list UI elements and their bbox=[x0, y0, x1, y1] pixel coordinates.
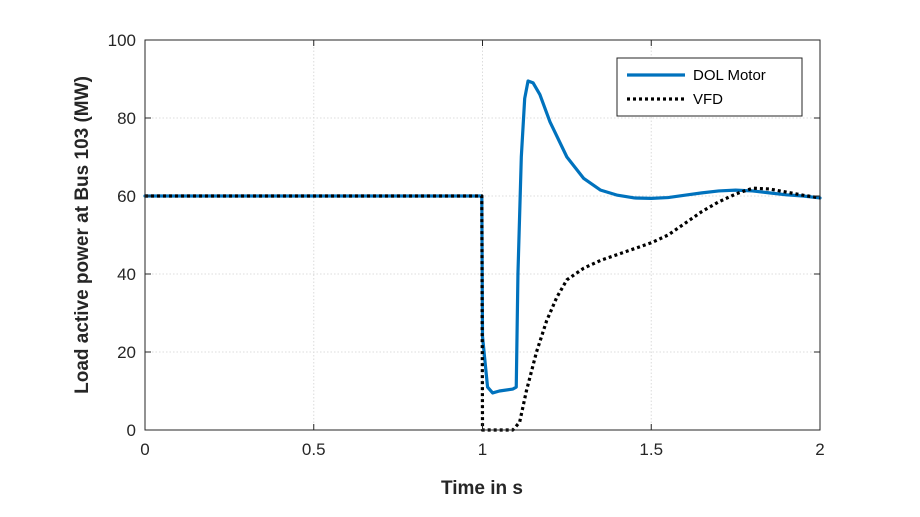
y-tick-label: 40 bbox=[117, 265, 136, 284]
x-tick-label: 1 bbox=[478, 440, 487, 459]
series-line-dol-motor bbox=[143, 79, 822, 395]
legend: DOL Motor VFD bbox=[616, 57, 803, 117]
y-tick-label: 80 bbox=[117, 109, 136, 128]
y-tick-label: 60 bbox=[117, 187, 136, 206]
x-axis-title: Time in s bbox=[441, 478, 523, 499]
x-tick-label: 0.5 bbox=[302, 440, 326, 459]
y-tick-label: 0 bbox=[127, 421, 136, 440]
legend-label: VFD bbox=[693, 91, 723, 108]
legend-label: DOL Motor bbox=[693, 67, 766, 84]
x-tick-label: 2 bbox=[815, 440, 824, 459]
y-tick-label: 100 bbox=[108, 31, 136, 50]
x-tick-label: 0 bbox=[140, 440, 149, 459]
x-tick-label: 1.5 bbox=[639, 440, 663, 459]
y-axis-title: Load active power at Bus 103 (MW) bbox=[72, 76, 93, 394]
legend-box bbox=[616, 57, 803, 117]
y-tick-label: 20 bbox=[117, 343, 136, 362]
